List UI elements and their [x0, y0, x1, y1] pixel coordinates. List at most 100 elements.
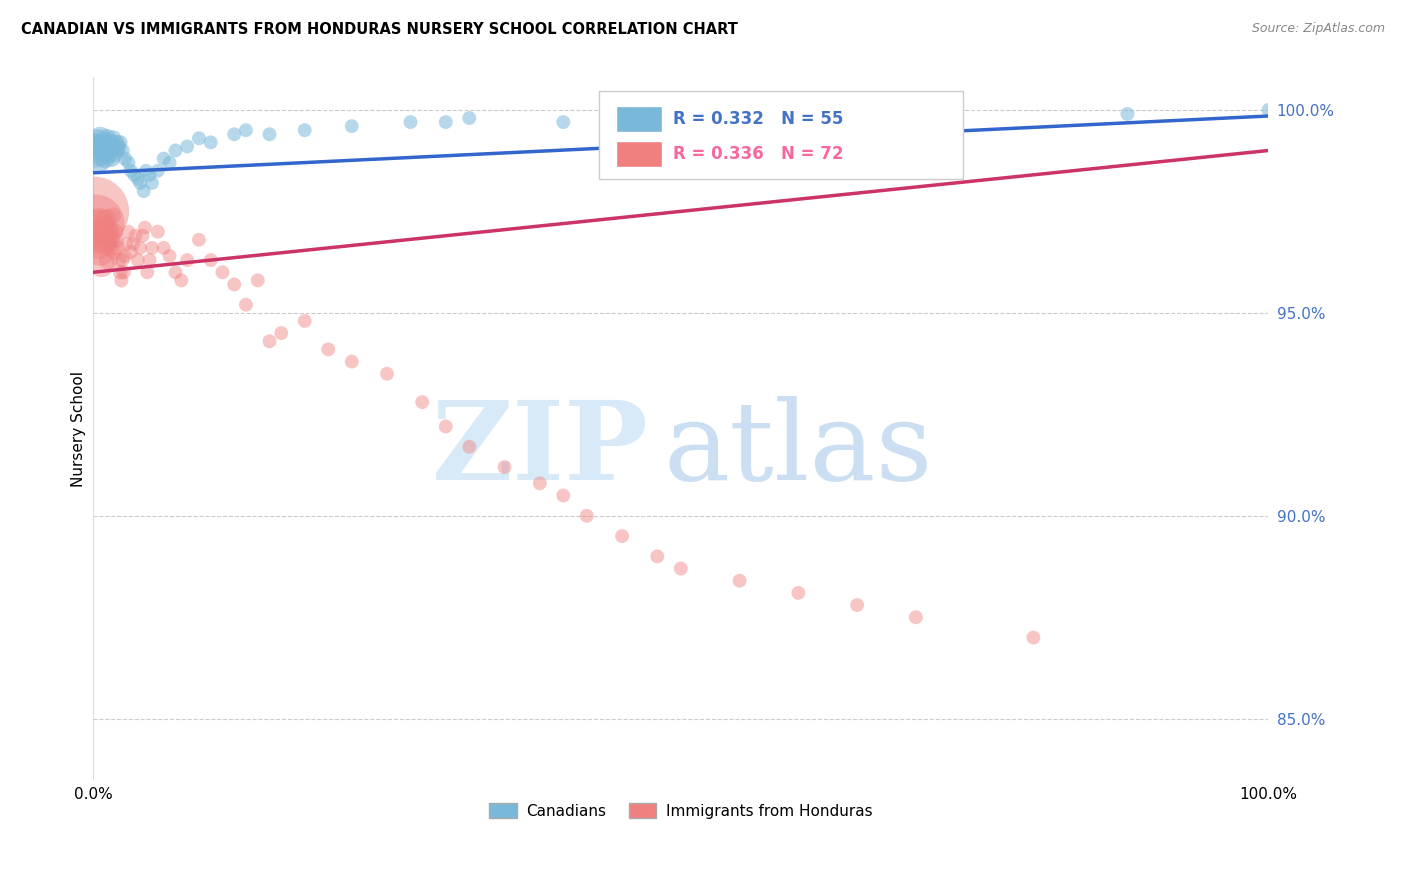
Text: R = 0.336   N = 72: R = 0.336 N = 72	[672, 145, 844, 163]
Point	[111, 253, 134, 268]
Point	[87, 217, 110, 231]
Point	[165, 144, 187, 158]
Point	[152, 241, 174, 255]
Point	[94, 228, 117, 243]
Point	[86, 152, 108, 166]
Point	[399, 115, 422, 129]
Point	[458, 440, 481, 454]
Point	[553, 115, 575, 129]
Point	[98, 225, 121, 239]
Point	[159, 249, 181, 263]
Point	[904, 610, 927, 624]
Text: atlas: atlas	[664, 396, 934, 503]
Point	[138, 253, 160, 268]
Point	[117, 155, 139, 169]
Point	[134, 220, 156, 235]
Point	[93, 220, 115, 235]
Point	[152, 152, 174, 166]
Point	[170, 273, 193, 287]
Point	[114, 249, 136, 263]
Point	[846, 598, 869, 612]
Point	[1257, 103, 1279, 117]
Point	[138, 168, 160, 182]
Point	[610, 111, 633, 125]
Point	[90, 257, 112, 271]
Point	[411, 395, 433, 409]
Point	[553, 488, 575, 502]
Point	[458, 111, 481, 125]
Point	[98, 144, 121, 158]
Y-axis label: Nursery School: Nursery School	[72, 370, 86, 486]
Point	[94, 152, 117, 166]
Point	[246, 273, 269, 287]
Point	[159, 155, 181, 169]
Point	[787, 115, 810, 129]
Text: CANADIAN VS IMMIGRANTS FROM HONDURAS NURSERY SCHOOL CORRELATION CHART: CANADIAN VS IMMIGRANTS FROM HONDURAS NUR…	[21, 22, 738, 37]
Point	[176, 253, 198, 268]
Point	[294, 314, 316, 328]
Point	[316, 343, 339, 357]
Point	[200, 253, 222, 268]
Point	[132, 184, 155, 198]
Point	[110, 273, 132, 287]
Point	[108, 253, 131, 268]
Point	[105, 136, 128, 150]
Point	[103, 139, 125, 153]
Point	[136, 265, 159, 279]
Point	[645, 549, 668, 564]
Point	[94, 212, 117, 227]
Point	[188, 233, 211, 247]
Point	[127, 172, 149, 186]
Point	[375, 367, 398, 381]
FancyBboxPatch shape	[616, 106, 662, 131]
Point	[211, 265, 233, 279]
Text: Source: ZipAtlas.com: Source: ZipAtlas.com	[1251, 22, 1385, 36]
Point	[96, 236, 118, 251]
Point	[188, 131, 211, 145]
Point	[112, 265, 135, 279]
Point	[270, 326, 292, 340]
Point	[200, 136, 222, 150]
Point	[86, 225, 108, 239]
Point	[115, 236, 138, 251]
Point	[124, 168, 146, 182]
Point	[108, 139, 131, 153]
Point	[434, 419, 457, 434]
Point	[89, 131, 111, 145]
Point	[111, 144, 134, 158]
Point	[93, 136, 115, 150]
Point	[575, 508, 598, 523]
Point	[434, 115, 457, 129]
Point	[146, 163, 169, 178]
Point	[107, 241, 129, 255]
Point	[94, 139, 117, 153]
Point	[83, 204, 105, 219]
Point	[87, 136, 110, 150]
Point	[122, 236, 145, 251]
Point	[101, 209, 124, 223]
Point	[127, 253, 149, 268]
Point	[1022, 631, 1045, 645]
Point	[114, 152, 136, 166]
Point	[104, 147, 127, 161]
Point	[340, 354, 363, 368]
Point	[101, 131, 124, 145]
Point	[131, 228, 153, 243]
Point	[1116, 107, 1139, 121]
Point	[928, 111, 950, 125]
Point	[97, 147, 120, 161]
Point	[101, 152, 124, 166]
Point	[494, 460, 516, 475]
Point	[107, 144, 129, 158]
Point	[101, 233, 124, 247]
FancyBboxPatch shape	[599, 92, 963, 179]
Point	[610, 529, 633, 543]
Point	[141, 241, 163, 255]
Point	[87, 139, 110, 153]
Point	[259, 334, 281, 349]
Point	[91, 144, 114, 158]
Point	[135, 163, 157, 178]
Point	[787, 586, 810, 600]
Point	[90, 147, 112, 161]
Point	[728, 574, 751, 588]
